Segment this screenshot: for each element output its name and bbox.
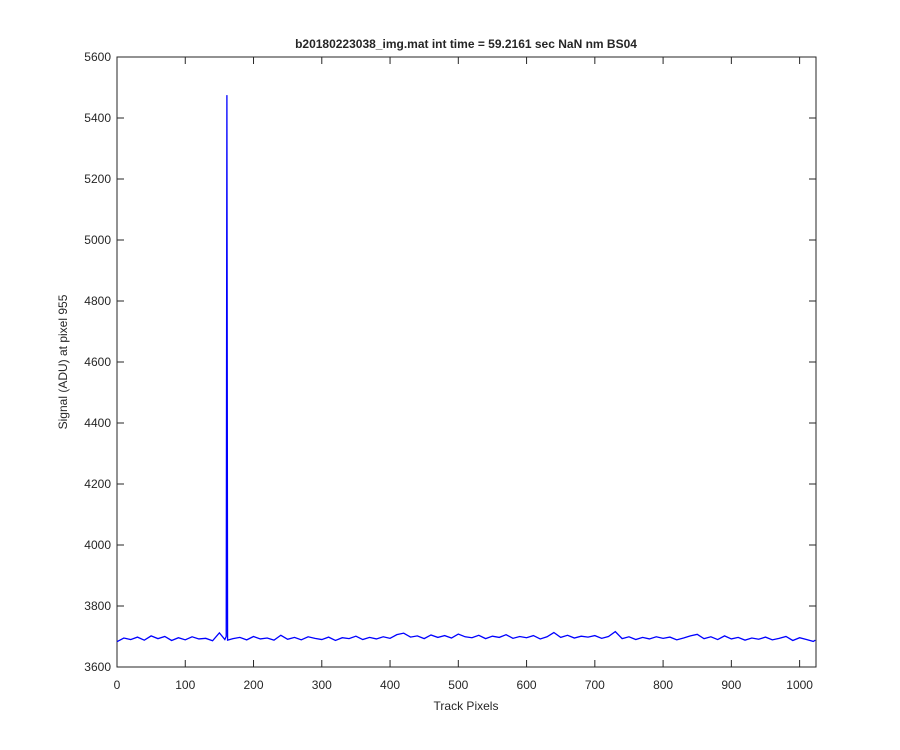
y-tick-label: 4800 — [84, 294, 111, 308]
y-tick-label: 3600 — [84, 660, 111, 674]
y-tick-label: 3800 — [84, 599, 111, 613]
y-tick-label: 4200 — [84, 477, 111, 491]
x-tick-label: 800 — [653, 678, 673, 692]
x-tick-label: 0 — [114, 678, 121, 692]
y-tick-label: 4400 — [84, 416, 111, 430]
y-tick-label: 4000 — [84, 538, 111, 552]
x-axis-label: Track Pixels — [434, 699, 499, 713]
y-tick-label: 5600 — [84, 50, 111, 64]
x-tick-label: 200 — [244, 678, 264, 692]
x-tick-label: 1000 — [786, 678, 813, 692]
y-axis-label: Signal (ADU) at pixel 955 — [56, 294, 70, 429]
y-tick-label: 5000 — [84, 233, 111, 247]
x-tick-label: 300 — [312, 678, 332, 692]
x-tick-label: 600 — [517, 678, 537, 692]
y-tick-label: 5200 — [84, 172, 111, 186]
x-tick-label: 100 — [175, 678, 195, 692]
x-tick-label: 400 — [380, 678, 400, 692]
x-tick-label: 900 — [721, 678, 741, 692]
x-tick-label: 700 — [585, 678, 605, 692]
data-line — [116, 95, 816, 643]
x-tick-label: 500 — [448, 678, 468, 692]
y-tick-label: 5400 — [84, 111, 111, 125]
y-tick-label: 4600 — [84, 355, 111, 369]
chart-title: b20180223038_img.mat int time = 59.2161 … — [295, 37, 637, 51]
